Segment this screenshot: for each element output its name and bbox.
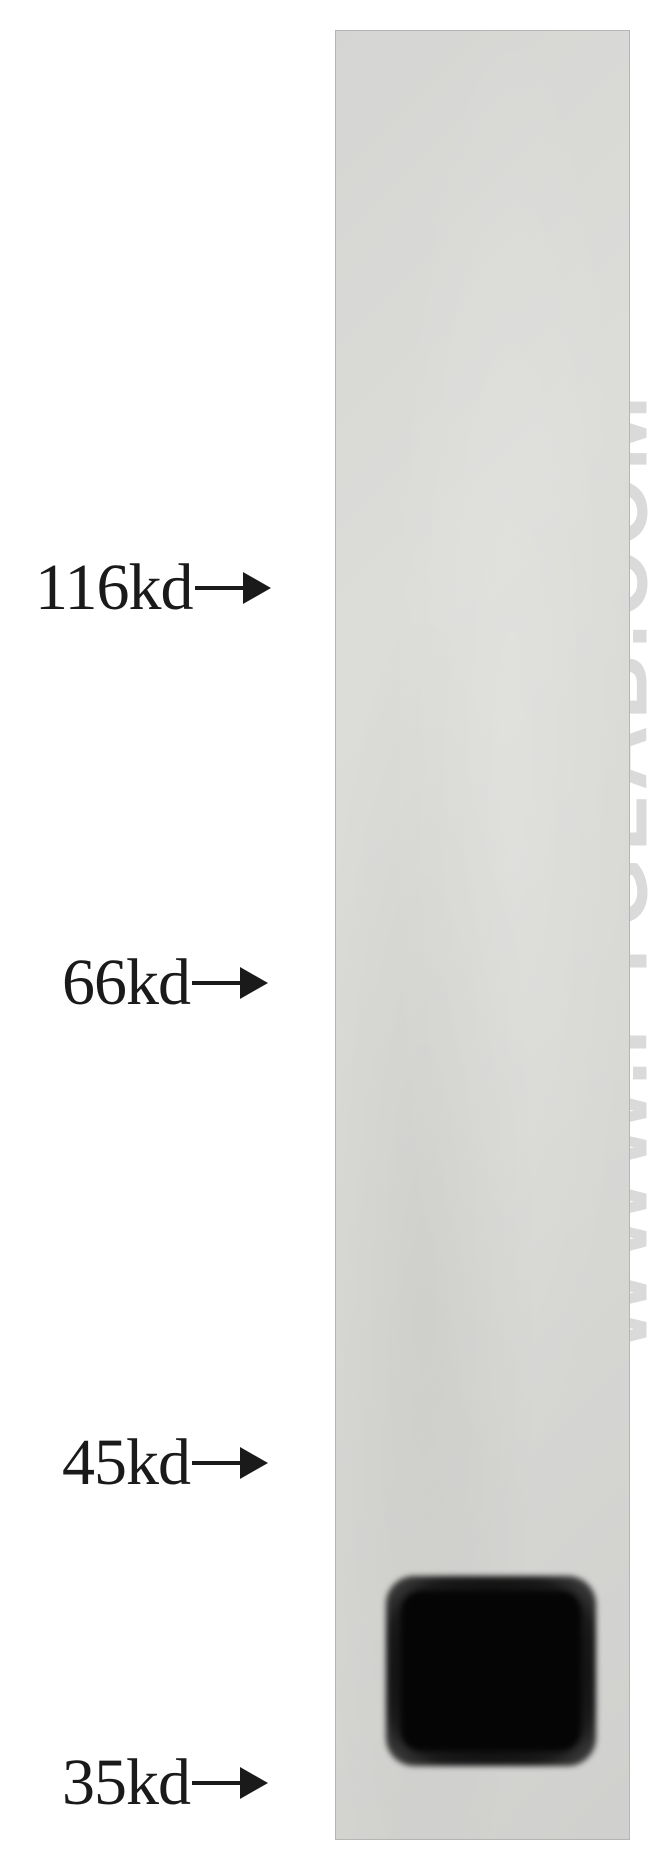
marker-label: 35kd [62, 1745, 190, 1821]
arrow-icon [195, 572, 271, 604]
marker-35kd: 35kd [62, 1745, 268, 1821]
marker-label: 116kd [35, 550, 193, 626]
marker-45kd: 45kd [62, 1425, 268, 1501]
protein-band [386, 1576, 596, 1766]
marker-label: 45kd [62, 1425, 190, 1501]
marker-label: 66kd [62, 945, 190, 1021]
arrow-icon [192, 1447, 268, 1479]
western-blot-lane [335, 30, 630, 1840]
marker-116kd: 116kd [35, 550, 271, 626]
arrow-icon [192, 1767, 268, 1799]
marker-66kd: 66kd [62, 945, 268, 1021]
arrow-icon [192, 967, 268, 999]
